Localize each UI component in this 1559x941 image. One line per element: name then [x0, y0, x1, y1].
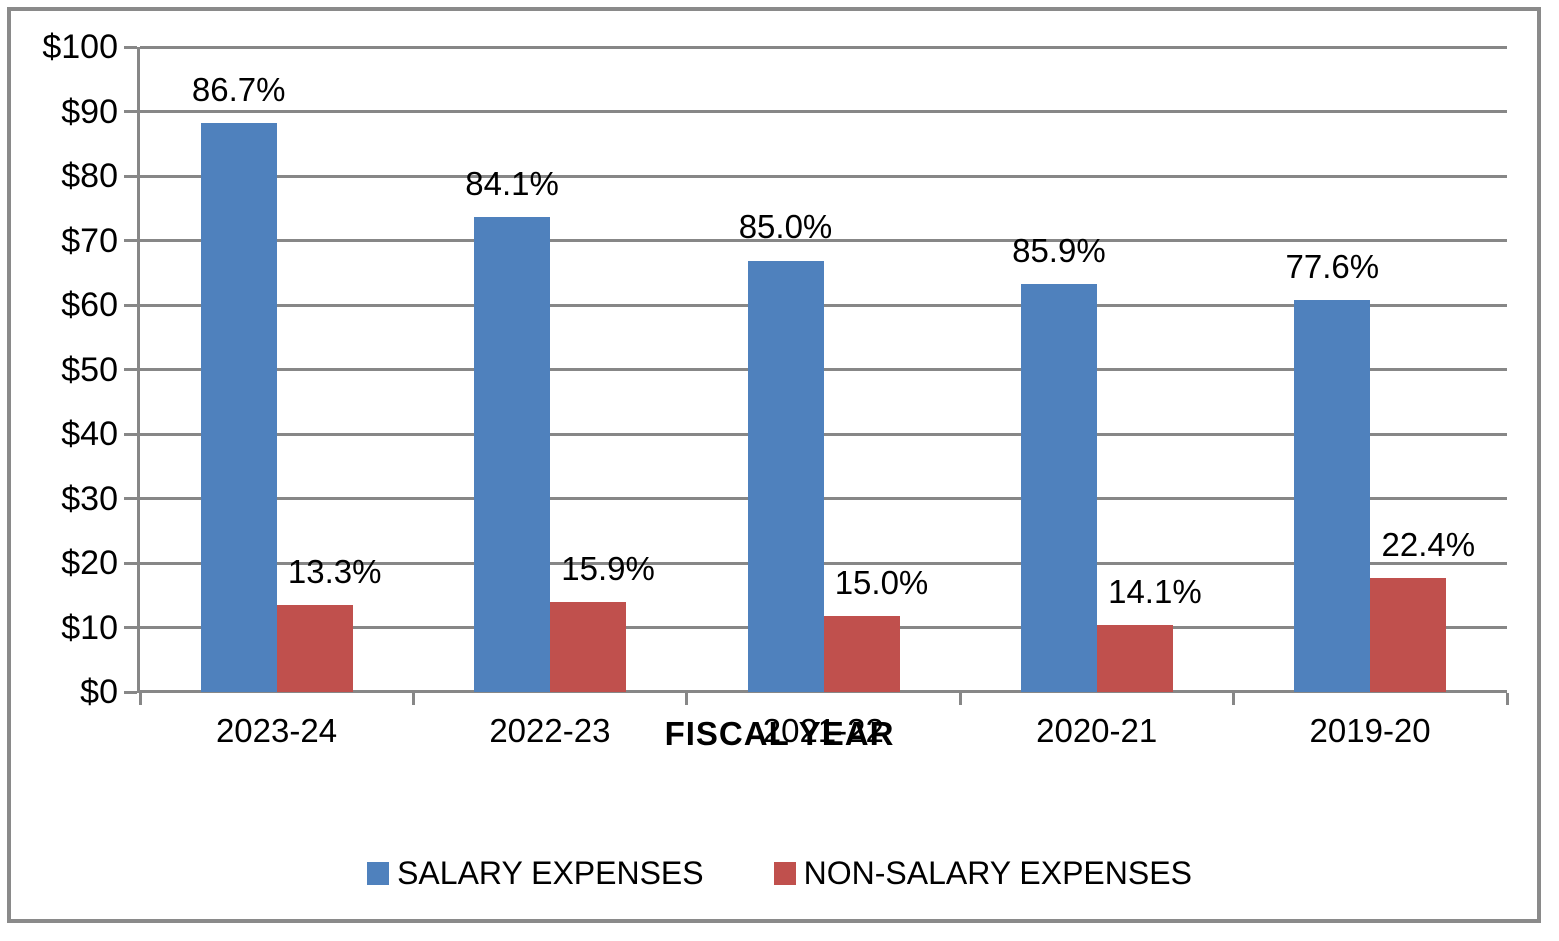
gridline	[140, 239, 1507, 242]
x-category-label: 2022-23	[489, 712, 611, 749]
legend-label: SALARY EXPENSES	[397, 855, 704, 891]
y-tick-label: $80	[61, 157, 118, 195]
y-axis-tick	[124, 110, 137, 113]
x-category-label: 2021-22	[762, 712, 884, 749]
x-axis-title: FISCAL YEAR	[664, 715, 895, 752]
y-axis-tick	[124, 497, 137, 500]
y-tick-label: $30	[61, 479, 118, 518]
legend-item-salary: SALARY EXPENSES	[367, 855, 704, 892]
legend-swatch-icon	[367, 862, 390, 885]
y-axis-tick	[124, 174, 137, 178]
y-tick-label: $50	[61, 350, 118, 389]
y-axis-tick	[124, 368, 137, 371]
bar-data-label: 84.1%	[465, 164, 559, 202]
bar-salary-2021-22	[747, 260, 824, 692]
gridline	[140, 497, 1507, 500]
y-axis-tick	[124, 626, 137, 629]
bar-data-label: 85.9%	[1012, 232, 1106, 270]
x-axis-tick	[1232, 693, 1236, 705]
y-tick-label: $0	[80, 673, 118, 711]
x-axis-tick	[685, 693, 689, 705]
x-axis-tick	[138, 693, 142, 705]
bar-data-label: 22.4%	[1381, 526, 1476, 564]
gridline	[140, 303, 1507, 307]
y-tick-label: $60	[61, 286, 118, 324]
bar-data-label: 86.7%	[191, 71, 286, 109]
y-tick-label: $70	[61, 221, 118, 260]
legend-item-non-salary: NON-SALARY EXPENSES	[773, 855, 1192, 892]
y-axis-line	[137, 47, 140, 692]
bar-data-label: 15.0%	[834, 563, 929, 601]
y-tick-label: $20	[61, 544, 118, 582]
gridline	[140, 45, 1507, 49]
gridline	[140, 561, 1507, 565]
x-category-label: 2020-21	[1036, 712, 1158, 749]
x-axis-tick	[958, 693, 962, 705]
y-tick-label: $40	[61, 415, 118, 453]
x-category-label: 2019-20	[1309, 712, 1431, 749]
bar-salary-2020-21	[1020, 284, 1097, 692]
bar-non-salary-2021-22	[823, 615, 900, 692]
bar-salary-2019-20	[1294, 299, 1371, 692]
bar-data-label: 85.0%	[738, 208, 833, 246]
gridline	[140, 110, 1507, 113]
bar-non-salary-2019-20	[1370, 578, 1447, 692]
bar-non-salary-2020-21	[1096, 624, 1173, 692]
plot-area: $0 $10 $20 $30 $40 $50 $60 $70 $80 $90 $100 86.7% 13…	[42, 28, 1509, 749]
gridline	[140, 174, 1507, 178]
legend-swatch-icon	[773, 862, 796, 885]
bar-non-salary-2022-23	[550, 602, 627, 692]
bar-data-label: 77.6%	[1285, 247, 1380, 285]
legend: SALARY EXPENSES NON-SALARY EXPENSES	[0, 855, 1559, 892]
x-axis-tick	[1505, 693, 1509, 705]
x-axis-tick	[411, 693, 415, 705]
x-category-label: 2023-24	[215, 712, 338, 749]
y-tick-label: $10	[61, 608, 118, 647]
y-axis-tick	[124, 690, 137, 694]
bar-non-salary-2023-24	[276, 604, 353, 692]
y-axis-tick	[124, 45, 137, 49]
gridline	[140, 368, 1507, 371]
gridline	[140, 432, 1507, 436]
legend-label: NON-SALARY EXPENSES	[803, 855, 1192, 891]
y-axis-tick	[124, 239, 137, 242]
bar-data-label: 15.9%	[561, 550, 655, 588]
bar-data-label: 14.1%	[1108, 572, 1202, 610]
y-axis-tick	[124, 561, 137, 565]
y-axis-tick	[124, 432, 137, 436]
bar-data-label: 13.3%	[287, 552, 382, 590]
bar-salary-2022-23	[474, 216, 551, 692]
y-axis-tick	[124, 303, 137, 307]
y-tick-label: $90	[61, 92, 118, 131]
bar-salary-2023-24	[200, 123, 277, 692]
y-tick-label: $100	[42, 28, 118, 66]
